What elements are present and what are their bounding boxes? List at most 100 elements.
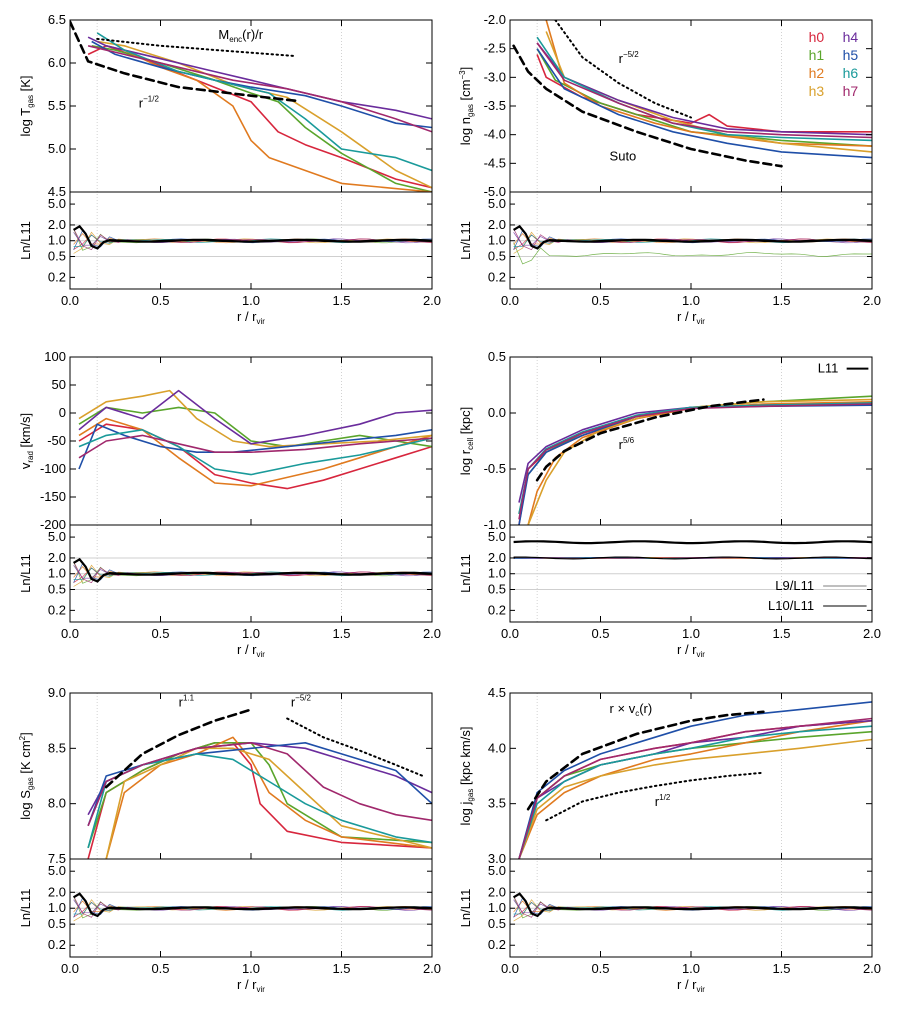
reference-curve-dashed xyxy=(535,398,765,482)
ratio-tick-label: 0.2 xyxy=(488,602,506,617)
y-tick-label: -200 xyxy=(40,517,66,532)
ratio-tick-label: 5.0 xyxy=(488,196,506,211)
series-line-7 xyxy=(87,741,432,827)
ratio-tick-label: 0.5 xyxy=(488,582,506,597)
y-tick-label: 3.0 xyxy=(488,851,506,866)
x-tick-label: 1.0 xyxy=(242,961,260,976)
series-group xyxy=(512,20,872,168)
series-line-3 xyxy=(527,398,872,525)
ratio-tick-label: 5.0 xyxy=(488,529,506,544)
curve-annotation: Suto xyxy=(610,148,637,163)
series-line-5 xyxy=(536,48,872,159)
y-tick-label: -5.0 xyxy=(484,184,506,199)
series-line-6 xyxy=(78,428,432,476)
ratio-group xyxy=(513,540,872,560)
curve-annotation: r1/2 xyxy=(655,793,671,809)
reference-curve-dotted xyxy=(96,37,298,58)
reference-curve-dotted xyxy=(545,771,765,822)
y-tick-label: -3.5 xyxy=(484,98,506,113)
ratio-legend-label: L10/L11 xyxy=(768,598,814,613)
ratio-group xyxy=(73,557,432,587)
y-tick-label: -4.0 xyxy=(484,127,506,142)
series-line-6 xyxy=(518,402,872,514)
ratio-tick-label: 0.2 xyxy=(48,602,66,617)
x-tick-label: 0.5 xyxy=(151,293,169,308)
curve-annotation: r−5/2 xyxy=(619,50,640,66)
y-tick-label: 8.0 xyxy=(48,796,66,811)
series-group xyxy=(87,708,432,859)
reference-curve-dashed xyxy=(70,20,298,103)
panel-S_gas: 9.08.58.07.55.02.01.00.50.20.0 0.5 1.0 1.5 2… xyxy=(18,685,441,994)
ratio-tick-label: 0.5 xyxy=(48,582,66,597)
x-tick-label: 1.5 xyxy=(772,961,790,976)
ratio-axis-label: Ln/L11 xyxy=(458,221,473,260)
y-tick-label: -2.5 xyxy=(484,41,506,56)
panel-n_gas: -2.0-2.5-3.0-3.5-4.0-4.5-5.05.02.01.00.5… xyxy=(458,12,881,326)
ratio-axis-label: Ln/L11 xyxy=(18,554,33,593)
ratio-black-line-0 xyxy=(513,224,872,250)
y-tick-label: -150 xyxy=(40,489,66,504)
y-axis-label: log Tgas [K] xyxy=(18,75,35,136)
ratio-group xyxy=(73,224,432,254)
x-tick-label: 1.0 xyxy=(682,961,700,976)
series-line-5 xyxy=(87,741,432,827)
curve-annotation: L11 xyxy=(818,361,839,376)
x-tick-label: 0.0 xyxy=(61,961,79,976)
ratio-black-line-0 xyxy=(513,892,872,918)
ratio-tick-label: 0.5 xyxy=(488,916,506,931)
series-line-7 xyxy=(87,45,432,133)
ratio-axis-label: Ln/L11 xyxy=(18,221,33,260)
y-axis-label: log jgas [kpc km/s] xyxy=(458,727,475,826)
y-tick-label: 5.0 xyxy=(48,141,66,156)
x-tick-label: 0.5 xyxy=(151,961,169,976)
series-line-6 xyxy=(96,32,432,172)
y-tick-label: 5.5 xyxy=(48,98,66,113)
ratio-black-line-1 xyxy=(73,558,432,583)
legend-h3: h3 xyxy=(809,83,825,99)
ratio-tick-label: 1.0 xyxy=(48,566,66,581)
x-tick-label: 0.5 xyxy=(151,626,169,641)
series-line-7 xyxy=(518,717,872,859)
x-axis-label: r / rvir xyxy=(677,977,705,994)
legend-h0: h0 xyxy=(809,29,825,45)
ratio-tick-label: 2.0 xyxy=(488,884,506,899)
ratio-black-line-1 xyxy=(513,892,872,917)
series-line-4 xyxy=(78,389,432,445)
series-line-2 xyxy=(105,736,432,859)
series-line-2 xyxy=(527,401,872,525)
series-line-0 xyxy=(536,54,872,133)
series-line-1 xyxy=(518,730,872,859)
reference-curve-dotted xyxy=(554,20,692,119)
ratio-tick-label: 1.0 xyxy=(48,900,66,915)
x-axis-label: r / rvir xyxy=(237,309,265,326)
x-tick-label: 2.0 xyxy=(863,626,881,641)
reference-curve-dotted xyxy=(286,717,424,777)
y-tick-label: 4.5 xyxy=(488,685,506,700)
series-line-6 xyxy=(518,725,872,859)
x-tick-label: 1.0 xyxy=(242,626,260,641)
x-tick-label: 1.0 xyxy=(682,626,700,641)
x-tick-label: 2.0 xyxy=(423,961,441,976)
ratio-line-1 xyxy=(513,242,872,265)
ratio-tick-label: 0.2 xyxy=(488,937,506,952)
x-tick-label: 0.5 xyxy=(591,961,609,976)
ratio-tick-label: 5.0 xyxy=(488,863,506,878)
series-line-2 xyxy=(78,417,432,487)
series-line-5 xyxy=(518,404,872,525)
ratio-axis-label: Ln/L11 xyxy=(458,889,473,928)
series-line-7 xyxy=(78,434,432,459)
y-axis-label: log ngas [cm−3] xyxy=(458,67,475,145)
ratio-group xyxy=(73,892,432,922)
x-tick-label: 1.5 xyxy=(772,293,790,308)
y-tick-label: 4.5 xyxy=(48,184,66,199)
ratio-tick-label: 5.0 xyxy=(48,196,66,211)
x-tick-label: 0.0 xyxy=(61,626,79,641)
y-tick-label: -4.5 xyxy=(484,155,506,170)
ratio-black-line-0 xyxy=(73,224,432,250)
legend-h1: h1 xyxy=(809,47,825,63)
ratio-tick-label: 0.5 xyxy=(48,249,66,264)
ratio-tick-label: 1.0 xyxy=(488,233,506,248)
series-line-7 xyxy=(536,42,872,139)
x-axis-label: r / rvir xyxy=(677,642,705,659)
x-tick-label: 0.0 xyxy=(61,293,79,308)
